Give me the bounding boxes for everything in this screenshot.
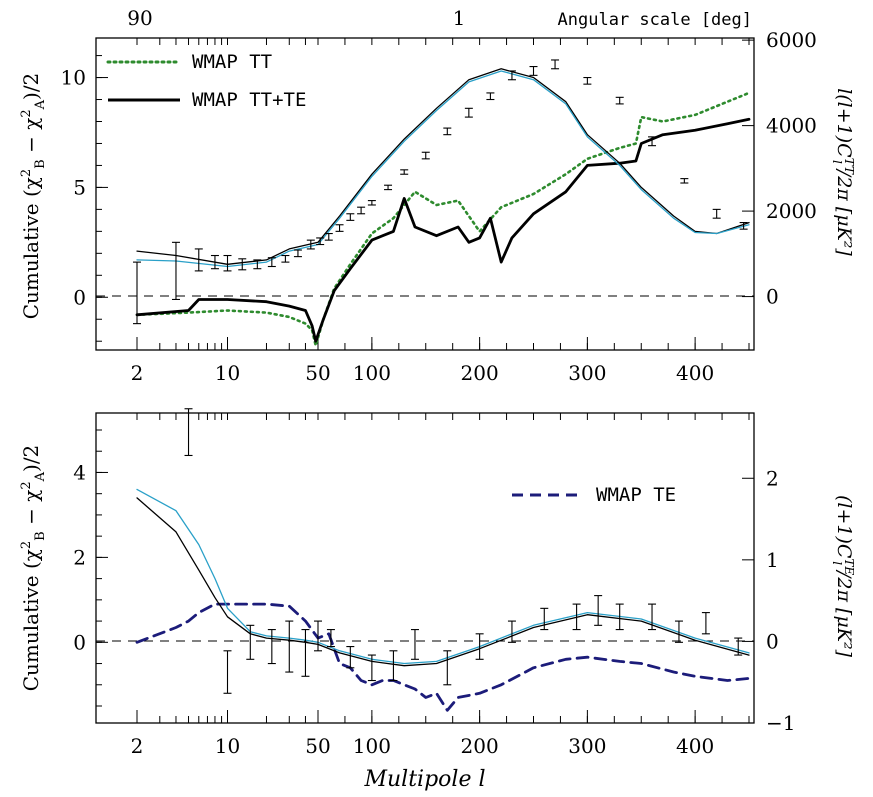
bottom-y-tick-label: 0 xyxy=(73,630,86,654)
top-tick-label-90: 90 xyxy=(127,6,152,30)
bottom-panel-frame xyxy=(95,412,755,724)
top-x-tick-label: 100 xyxy=(353,361,391,385)
x-axis-label: Multipole l xyxy=(363,767,485,792)
angular-scale-label: Angular scale [deg] xyxy=(558,10,752,30)
bottom-series xyxy=(135,488,751,712)
bottom-error-bars xyxy=(184,408,743,694)
top-x-tick-label: 2 xyxy=(131,361,144,385)
bottom-y-tick-label: 2 xyxy=(73,545,86,569)
bottom-legend: WMAP TE xyxy=(512,484,676,506)
top-tick-label-1: 1 xyxy=(453,6,466,30)
top-y-axis-label: Cumulative (χ2B − χ2A)/2 xyxy=(19,73,48,320)
top-series-model-3-line xyxy=(136,70,750,268)
legend-label-tt: WMAP TT xyxy=(192,51,272,73)
bottom-x-tick-label: 2 xyxy=(131,734,144,758)
top-angular-axis: 90 1 Angular scale [deg] xyxy=(127,6,752,30)
top-y-tick-label: 0 xyxy=(73,285,86,309)
legend-label-ttte: WMAP TT+TE xyxy=(192,89,306,111)
bottom-series-model-1-line xyxy=(136,488,750,665)
bottom-x-tick-label: 200 xyxy=(461,734,499,758)
top-y2-axis-label: l(l+1)CTTl/2π [μK²] xyxy=(830,88,856,256)
top-panel-frame xyxy=(95,37,755,351)
bottom-x-tick-label: 10 xyxy=(215,734,240,758)
bottom-panel: 0 2 4 −1 0 1 2 2 10 50 100 200 300 400 WMAP TE Cumul… xyxy=(19,408,856,758)
top-series-wmap-tt-te-line xyxy=(135,117,751,343)
bottom-x-tick-label: 50 xyxy=(305,734,330,758)
top-error-bars xyxy=(133,59,748,325)
bottom-y-tick-label: 4 xyxy=(73,460,86,484)
top-x-tick-label: 10 xyxy=(215,361,240,385)
top-x-ticks: 2 10 50 100 200 300 400 xyxy=(131,38,750,385)
bottom-x-ticks: 2 10 50 100 200 300 400 xyxy=(131,413,750,758)
bottom-y-axis-label: Cumulative (χ2B − χ2A)/2 xyxy=(19,445,48,692)
bottom-y2-axis-label: (l+1)CTEl/2π [μK²] xyxy=(830,495,856,658)
top-series-model-2-line xyxy=(136,68,750,265)
bottom-series-wmap-te-line xyxy=(135,602,751,712)
top-x-tick-label: 50 xyxy=(305,361,330,385)
bottom-y2-tick-label: 2 xyxy=(766,466,779,490)
bottom-series-model-2-line xyxy=(136,497,750,667)
top-x-tick-label: 400 xyxy=(676,361,714,385)
top-y2-tick-label: 6000 xyxy=(766,28,817,52)
top-x-tick-label: 200 xyxy=(461,361,499,385)
top-y-tick-label: 5 xyxy=(73,175,86,199)
top-y2-tick-label: 2000 xyxy=(766,199,817,223)
bottom-y2-tick-label: 0 xyxy=(766,629,779,653)
top-y2-tick-label: 0 xyxy=(766,285,779,309)
bottom-x-tick-label: 400 xyxy=(676,734,714,758)
top-legend: WMAP TT WMAP TT+TE xyxy=(106,51,306,111)
top-y-ticks: 0 5 10 0 2000 4000 6000 xyxy=(61,28,817,342)
top-series-wmap-tt-line xyxy=(135,91,751,347)
top-x-tick-label: 300 xyxy=(568,361,606,385)
top-y2-tick-label: 4000 xyxy=(766,114,817,138)
top-series xyxy=(135,68,751,347)
bottom-y-ticks: 0 2 4 −1 0 1 2 xyxy=(73,429,795,735)
bottom-x-tick-label: 100 xyxy=(353,734,391,758)
top-y-tick-label: 10 xyxy=(61,66,86,90)
bottom-x-tick-label: 300 xyxy=(568,734,606,758)
bottom-y2-tick-label: 1 xyxy=(766,548,779,572)
legend-label-te: WMAP TE xyxy=(596,484,676,506)
bottom-y2-tick-label: −1 xyxy=(766,711,795,735)
